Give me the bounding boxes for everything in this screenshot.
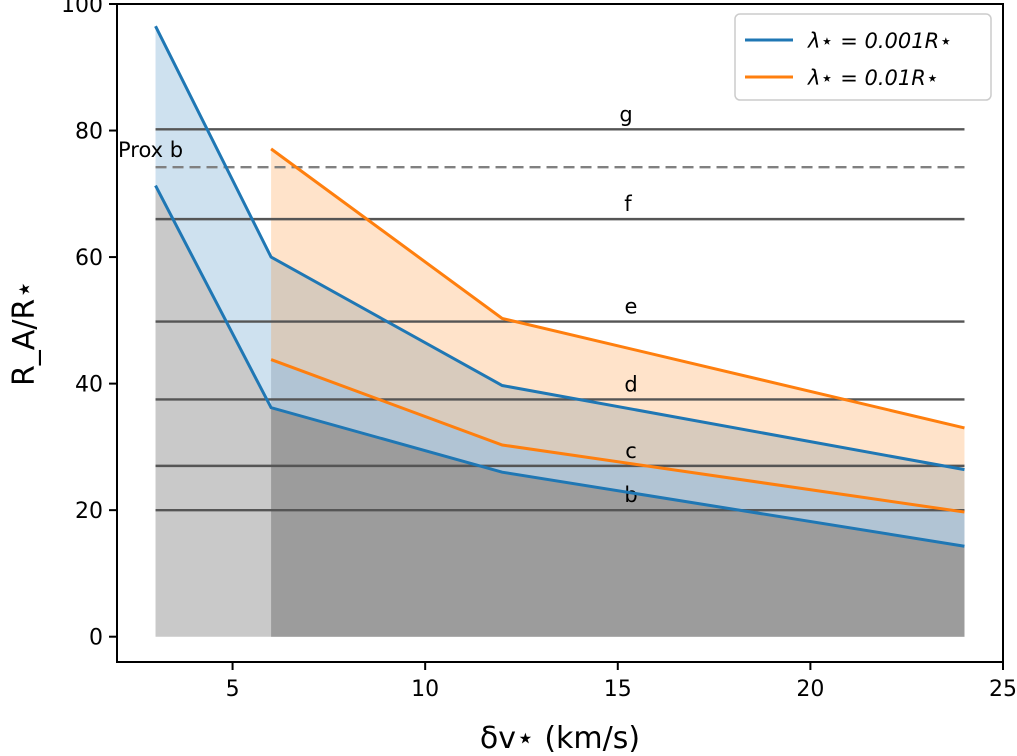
legend-label-2: λ⋆ = 0.01R⋆ [807, 66, 939, 90]
x-tick-label-20: 20 [796, 677, 824, 702]
planet-label-b: b [624, 483, 637, 507]
x-tick-label-25: 25 [989, 677, 1017, 702]
series-1-upper-line [154, 25, 965, 472]
y-tick-label-20: 20 [75, 499, 103, 524]
x-tick-label-5: 5 [226, 677, 240, 702]
planet-label-f: f [624, 192, 632, 216]
planet-label-g: g [619, 102, 632, 126]
axes-layer: 5 10 15 20 25 0 20 40 60 80 100 δv⋆ (km/s) R_A/R⋆ [7, 0, 1017, 756]
x-axis-label: δv⋆ (km/s) [480, 721, 640, 756]
series-lines-layer [154, 25, 965, 548]
y-tick-label-0: 0 [89, 626, 103, 651]
x-tick-label-10: 10 [411, 677, 439, 702]
planet-label-c: c [625, 439, 637, 463]
y-tick-label-100: 100 [61, 0, 103, 18]
y-tick-label-60: 60 [75, 246, 103, 271]
y-axis-label: R_A/R⋆ [7, 280, 42, 386]
y-tick-label-80: 80 [75, 120, 103, 145]
series-1-lower-line [154, 184, 965, 548]
band-series-1 [155, 26, 965, 547]
legend-label-1: λ⋆ = 0.001R⋆ [807, 29, 952, 53]
series-2-upper-line [270, 147, 965, 430]
plot-frame [116, 3, 1004, 663]
band-overlap-lower [271, 359, 965, 547]
reference-lines-layer: g Prox b f e d cb [118, 102, 965, 512]
series-2-lower-line [270, 358, 965, 514]
y-tick-label-40: 40 [75, 373, 103, 398]
planet-label-d: d [624, 372, 637, 396]
planet-label-prox-b: Prox b [118, 138, 183, 162]
planet-label-e: e [625, 295, 638, 319]
band-series-2 [271, 148, 965, 513]
legend: λ⋆ = 0.001R⋆ λ⋆ = 0.01R⋆ [734, 13, 992, 101]
x-tick-label-15: 15 [604, 677, 632, 702]
legend-box [734, 13, 992, 101]
